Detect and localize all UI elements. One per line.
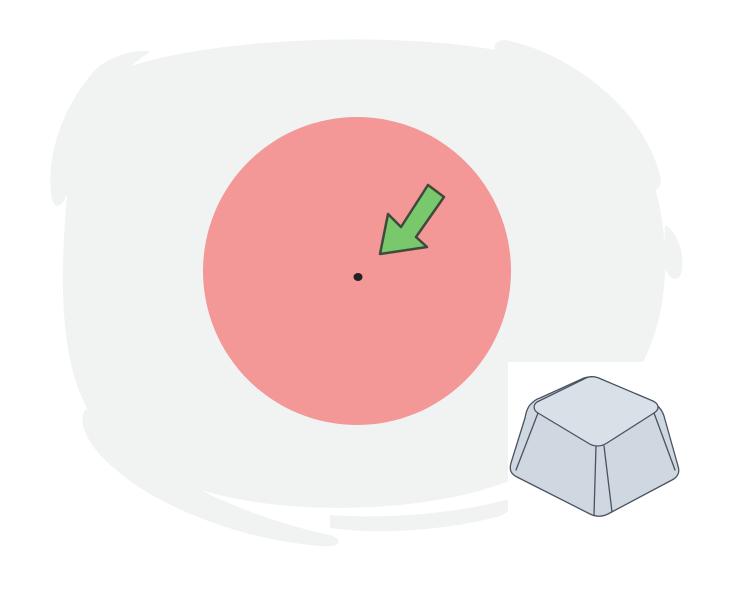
blob-stroke-bottom-left [82,409,339,547]
blob-stroke-top-left [50,50,150,206]
blob-stroke-top-right [494,40,661,191]
keyboard-key-icon [508,362,688,530]
target-dot-icon [353,273,363,281]
arrow-pointer-icon [378,183,446,256]
key-edge-front-left [593,445,597,516]
blob-stroke-bottom [330,499,512,532]
arrow-shape [378,183,446,256]
key-edge-front-right [603,445,613,513]
key-edge-left [515,412,539,471]
blob-stroke-right [664,225,683,280]
key-edge-right [653,412,676,471]
target-circle [203,117,511,425]
